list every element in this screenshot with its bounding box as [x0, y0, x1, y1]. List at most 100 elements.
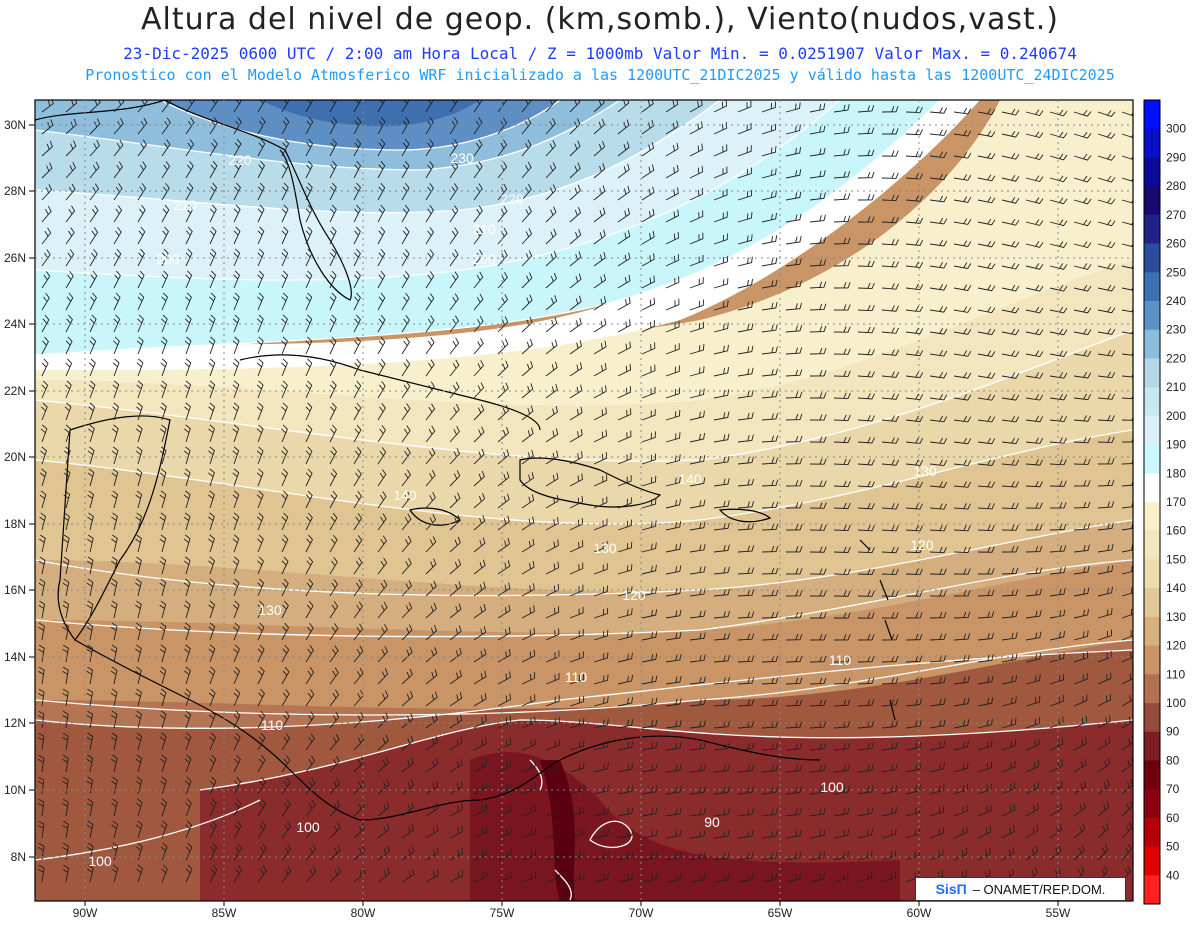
wind-barb — [329, 424, 337, 443]
wind-barb — [161, 270, 169, 289]
wind-barb — [161, 248, 169, 267]
wind-barb — [521, 183, 532, 201]
wind-barb — [905, 327, 924, 335]
wind-barb — [305, 755, 316, 773]
wind-barb — [929, 827, 944, 839]
wind-barb — [1049, 197, 1068, 205]
wind-barb — [713, 632, 731, 641]
wind-barb — [1001, 846, 1015, 861]
wind-barb — [1073, 109, 1092, 117]
wind-barb — [135, 468, 143, 487]
wind-barb — [737, 589, 755, 597]
wind-barb — [449, 161, 459, 179]
wind-barb — [1073, 458, 1091, 465]
wind-barb — [425, 139, 434, 157]
wind-barb — [39, 512, 47, 531]
wind-barb — [305, 821, 316, 839]
wind-barb — [881, 634, 899, 641]
wind-barb — [37, 776, 45, 795]
wind-barb — [1073, 480, 1091, 487]
wind-barb — [113, 336, 120, 355]
wind-barb — [497, 271, 508, 289]
wind-barb — [641, 829, 658, 839]
contour-label: 140 — [678, 471, 702, 487]
wind-barb — [521, 117, 532, 135]
wind-barb — [256, 402, 264, 421]
wind-barb — [232, 578, 240, 597]
wind-barb — [1121, 286, 1133, 291]
wind-barb — [184, 424, 191, 443]
wind-barb — [833, 171, 851, 179]
wind-barb — [521, 694, 536, 707]
wind-barb — [737, 873, 754, 883]
lon-label: 60W — [907, 906, 932, 920]
wind-barb — [977, 589, 995, 597]
wind-barb — [425, 647, 438, 663]
wind-barb — [761, 611, 779, 619]
wind-barb — [425, 337, 435, 355]
wind-barb — [111, 820, 119, 839]
colorbar-swatch — [1144, 415, 1160, 446]
wind-barb — [785, 325, 803, 333]
wind-barb — [88, 424, 95, 443]
wind-barb — [89, 358, 96, 377]
wind-barb — [545, 539, 559, 553]
wind-barb — [329, 248, 337, 267]
wind-barb — [425, 780, 439, 795]
wind-barb — [713, 808, 730, 817]
wind-barb — [593, 828, 610, 839]
wind-barb — [329, 402, 337, 421]
wind-barb — [545, 472, 559, 487]
contour-label: 110 — [261, 717, 284, 733]
wind-barb — [665, 543, 682, 553]
wind-barb — [665, 742, 682, 751]
wind-barb — [1073, 393, 1092, 401]
wind-barb — [833, 634, 851, 641]
wind-barb — [929, 284, 948, 291]
wind-barb — [208, 556, 215, 575]
wind-barb — [833, 148, 850, 157]
wind-barb — [593, 784, 609, 795]
wind-barb — [689, 410, 705, 421]
wind-barb — [281, 600, 289, 619]
wind-barb — [233, 226, 241, 245]
wind-barb — [689, 232, 704, 245]
wind-barb — [905, 305, 924, 313]
wind-barb — [184, 754, 192, 773]
wind-barb — [785, 829, 802, 839]
lon-label: 75W — [490, 906, 515, 920]
wind-barb — [305, 490, 313, 509]
wind-barb — [1097, 197, 1116, 205]
wind-barb — [689, 143, 703, 157]
wind-barb — [761, 212, 777, 223]
colorbar-label: 260 — [1166, 237, 1186, 251]
wind-barb — [257, 622, 265, 641]
wind-barb — [593, 296, 607, 311]
wind-barb — [497, 538, 510, 553]
wind-barb — [329, 490, 338, 509]
wind-barb — [833, 237, 851, 245]
wind-barb — [977, 284, 996, 292]
wind-barb — [617, 763, 634, 773]
wind-barb — [37, 688, 45, 707]
wind-barb — [833, 677, 851, 685]
wind-barb — [377, 690, 389, 707]
wind-barb — [857, 348, 875, 356]
wind-barb — [881, 261, 899, 268]
wind-barb — [449, 625, 462, 641]
wind-barb — [569, 850, 585, 861]
wind-barb — [137, 183, 147, 201]
wind-barb — [833, 104, 850, 113]
wind-barb — [209, 842, 218, 861]
wind-barb — [159, 622, 167, 641]
wind-barb — [1001, 589, 1019, 597]
wind-barb — [977, 675, 994, 685]
wind-barb — [737, 212, 753, 223]
wind-barb — [977, 262, 996, 270]
wind-barb — [809, 259, 827, 267]
wind-barb — [86, 820, 94, 839]
wind-barb — [641, 653, 658, 663]
wind-barb — [545, 383, 558, 399]
wind-barb — [209, 732, 216, 751]
wind-barb — [425, 869, 439, 883]
